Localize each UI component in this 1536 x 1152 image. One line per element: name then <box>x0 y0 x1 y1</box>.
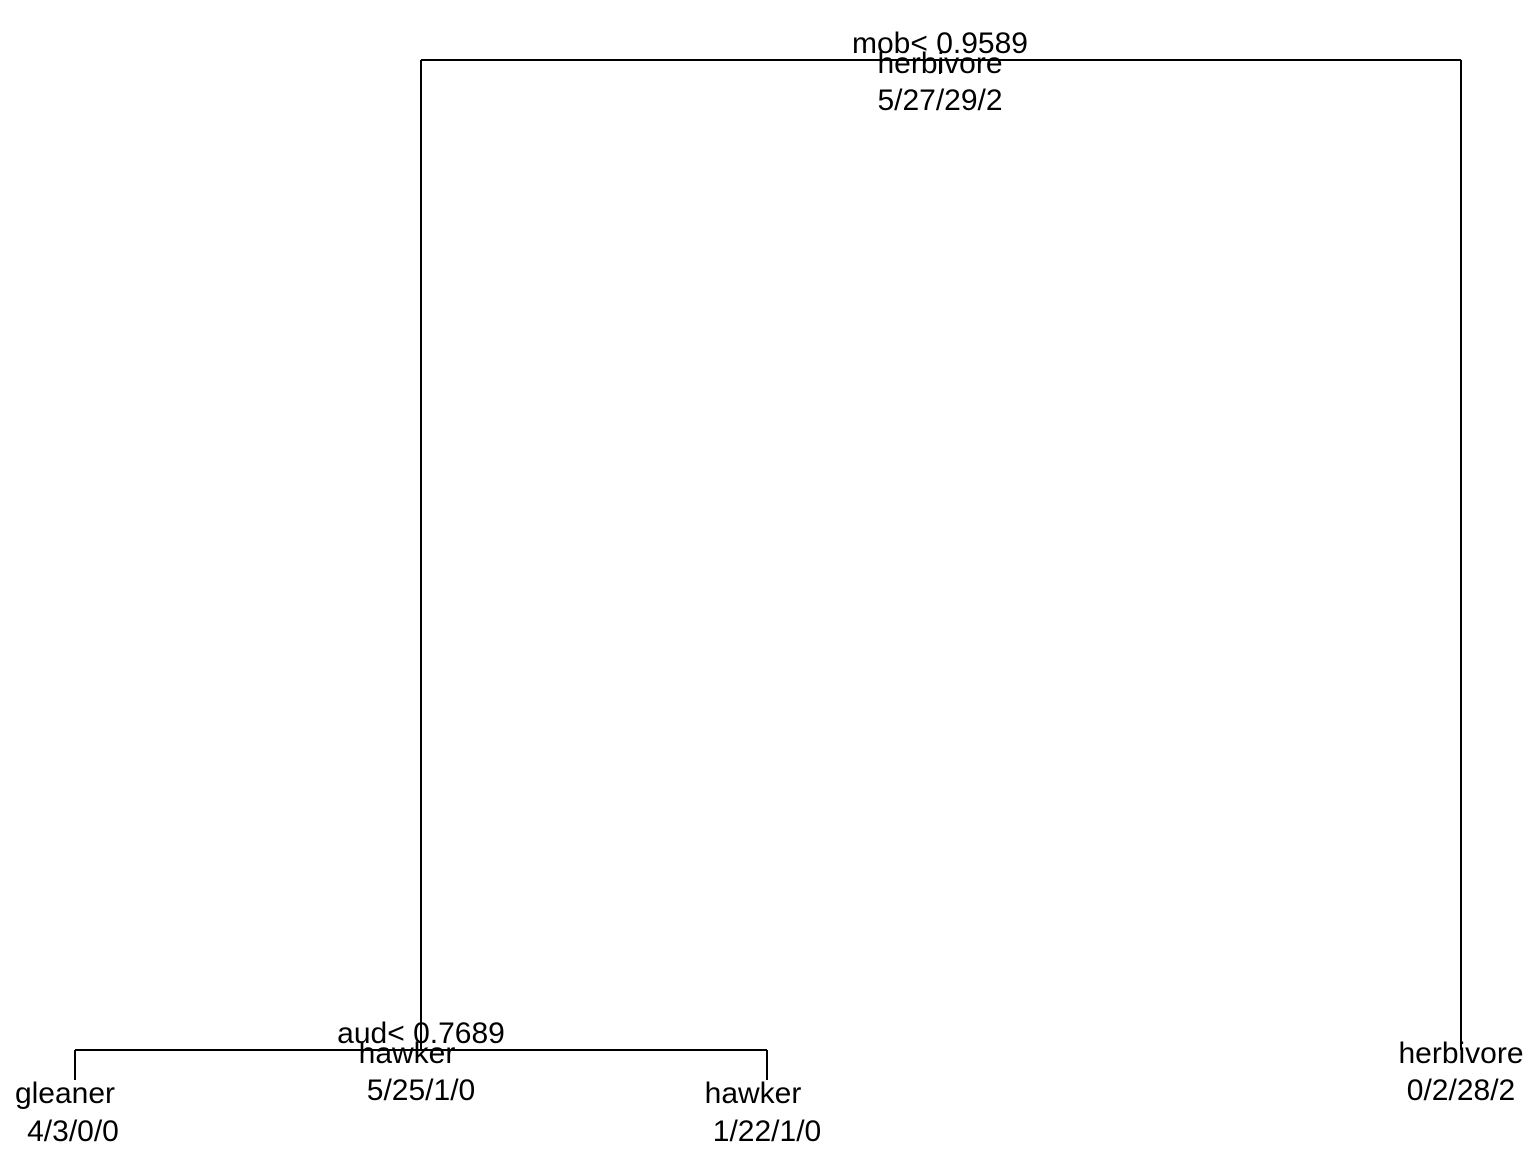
root-node: mob< 0.9589 herbivore 5/27/29/2 <box>852 27 1028 117</box>
leaf-hawker: hawker 1/22/1/0 <box>705 1077 822 1148</box>
internal-left-split-label: aud< 0.7689 <box>337 1017 505 1050</box>
leaf-class-label: hawker <box>705 1077 802 1110</box>
root-branches <box>420 59 1462 1050</box>
leaf-counts-label: 1/22/1/0 <box>713 1115 821 1148</box>
internal-left-class-label: hawker <box>359 1037 456 1070</box>
internal-left-counts-label: 5/25/1/0 <box>367 1074 475 1107</box>
leaf-gleaner: gleaner 4/3/0/0 <box>15 1077 119 1148</box>
leaf-counts-label: 4/3/0/0 <box>27 1115 119 1148</box>
root-class-label: herbivore <box>877 47 1002 80</box>
root-split-label: mob< 0.9589 <box>852 27 1028 60</box>
internal-left-node: aud< 0.7689 hawker 5/25/1/0 <box>337 1017 505 1107</box>
internal-left-branches <box>74 1049 768 1080</box>
leaf-class-label: gleaner <box>15 1077 115 1110</box>
leaf-counts-label: 0/2/28/2 <box>1407 1074 1515 1107</box>
leaf-herbivore: herbivore 0/2/28/2 <box>1398 1037 1523 1107</box>
root-counts-label: 5/27/29/2 <box>877 84 1002 117</box>
leaf-class-label: herbivore <box>1398 1037 1523 1070</box>
